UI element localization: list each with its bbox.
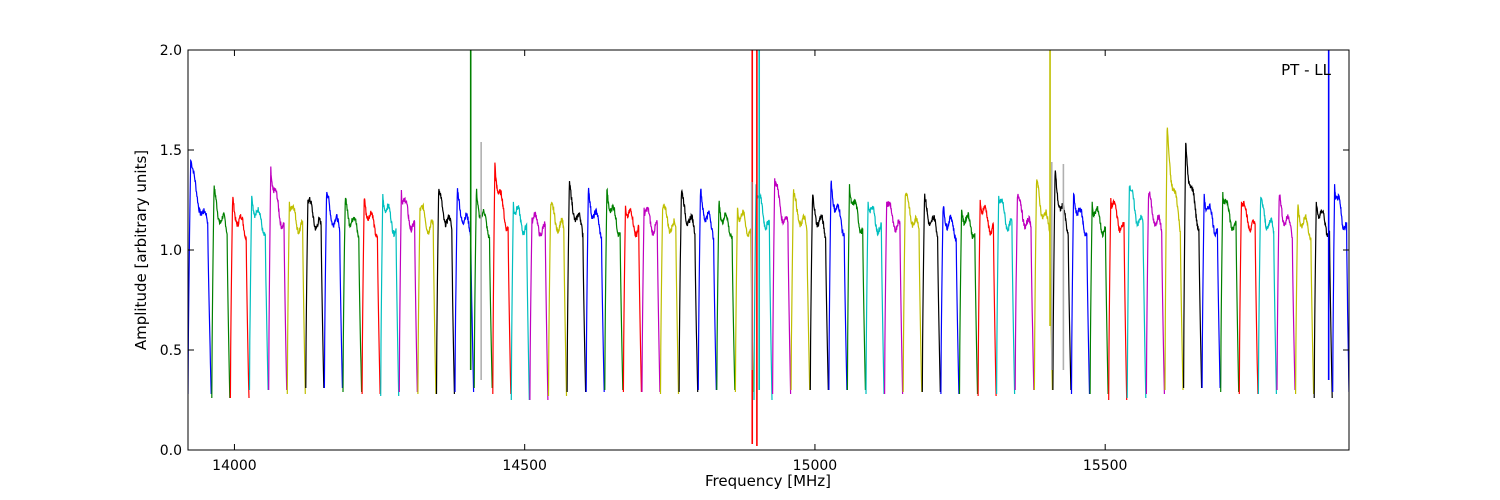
series-line [286,201,306,395]
series-line [1070,192,1091,395]
x-tick-label: 14500 [502,458,547,474]
x-tick-label: 14000 [212,458,257,474]
series-line [361,198,381,395]
series-line [883,200,904,395]
series-line [977,199,997,397]
series-line [380,193,400,397]
series-line [417,202,437,395]
series-line [828,180,848,391]
series-line [1052,170,1072,391]
series-line [1182,142,1203,389]
series-line [1108,197,1128,401]
series-line [1220,191,1240,393]
series-line [809,194,829,391]
series-line [1089,201,1109,395]
series-line [492,162,512,395]
series-line [1126,185,1147,399]
series-line [734,207,754,393]
series-line [342,197,363,393]
chart-annotation: PT - LL [1281,61,1332,79]
series-line [473,188,493,389]
series-line [1332,184,1349,393]
series-line [604,187,624,391]
series-line [398,189,418,393]
x-axis-label: Frequency [MHz] [705,472,831,490]
series-line [547,201,568,397]
y-tick-label: 1.5 [160,143,182,159]
series-line [248,195,269,391]
series-line [1014,193,1035,391]
series-line [566,181,587,393]
series-layer [188,127,1349,401]
x-tick-label: 15500 [1083,458,1128,474]
x-tick-label: 15000 [793,458,838,474]
series-line [790,189,811,391]
series-line [1276,194,1296,391]
series-line [1164,127,1184,391]
series-line [1238,200,1259,395]
series-line [323,191,343,389]
series-line [716,200,736,391]
series-line [958,209,979,395]
y-tick-label: 0.5 [160,343,182,359]
series-line [678,188,699,393]
series-line [622,205,642,393]
series-line [510,201,530,401]
series-line [1145,191,1165,395]
spike-layer [469,50,1330,446]
series-line [995,195,1016,395]
series-line [1201,193,1221,389]
series-line [268,166,288,391]
series-line [641,206,661,393]
series-line [940,206,960,395]
y-tick-label: 1.0 [160,243,182,259]
series-line [921,193,941,393]
y-axis-label: Amplitude [arbitrary units] [132,150,150,350]
series-line [229,196,250,399]
series-line [188,158,212,395]
tick-layer: 14000 14500 15000 15500 0.0 0.5 1.0 1.5 2.0 [160,43,1349,474]
series-line [435,188,455,395]
series-line [1257,196,1277,395]
y-tick-label: 0.0 [160,443,182,459]
series-line [585,187,605,393]
series-line [659,203,680,395]
series-line [902,192,923,393]
series-line [305,197,325,389]
series-line [211,185,231,399]
y-tick-label: 2.0 [160,43,182,59]
series-line [771,178,792,395]
series-line [697,188,717,391]
series-line [1313,201,1333,399]
series-line [529,211,549,401]
series-line [865,201,885,395]
series-line [1294,204,1315,395]
series-line [846,184,866,391]
